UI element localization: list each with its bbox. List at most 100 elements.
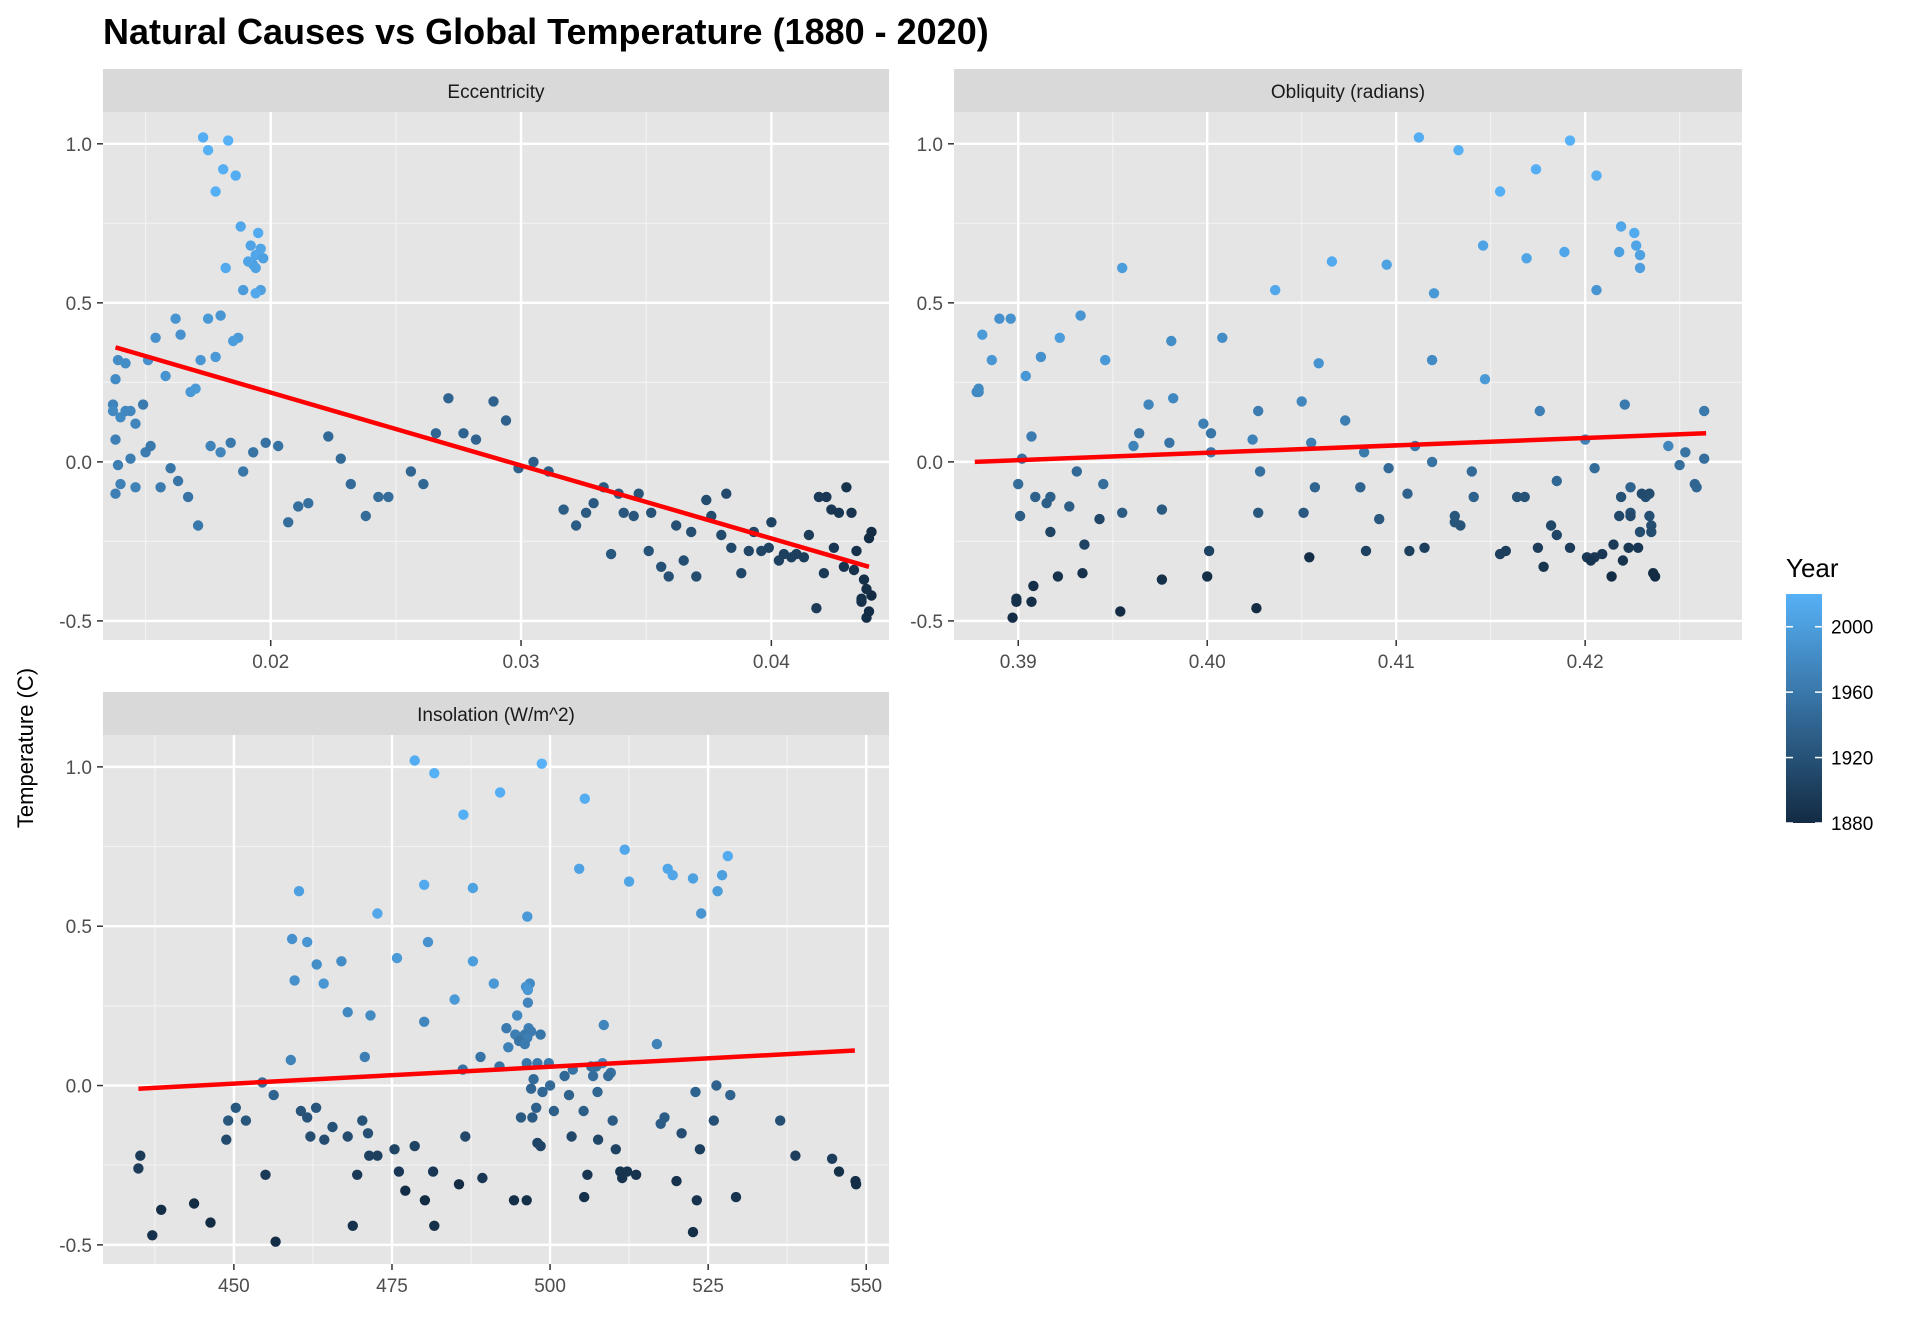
x-tick-label: 0.41	[1378, 652, 1415, 673]
data-point	[1538, 561, 1549, 572]
data-point	[813, 491, 825, 503]
data-point	[305, 1131, 316, 1142]
data-point	[135, 1150, 146, 1161]
data-point	[592, 1086, 603, 1098]
data-point	[1419, 542, 1430, 553]
data-point	[846, 507, 857, 518]
data-point	[1205, 428, 1217, 439]
data-point	[362, 1128, 374, 1139]
data-point	[861, 583, 872, 595]
data-point	[488, 978, 499, 989]
data-point	[580, 507, 592, 518]
data-point	[230, 170, 241, 181]
data-point	[1026, 596, 1037, 607]
gridlines-insolation	[103, 735, 889, 1264]
data-point	[1428, 288, 1440, 299]
data-point	[1413, 132, 1425, 143]
data-point	[250, 262, 261, 274]
data-point	[721, 488, 732, 499]
data-point	[405, 466, 417, 477]
data-point	[848, 564, 860, 576]
data-point	[365, 1010, 376, 1021]
data-point	[1298, 507, 1309, 518]
strip-insolation	[103, 692, 889, 735]
y-tick-label: -0.5	[910, 612, 943, 633]
data-point	[1589, 463, 1600, 474]
data-point	[1309, 482, 1321, 493]
data-point	[1128, 440, 1139, 452]
y-tick-label: 1.0	[66, 135, 92, 156]
data-point	[512, 1010, 523, 1021]
legend-title: Year	[1786, 553, 1839, 583]
data-point	[429, 1220, 440, 1232]
data-point	[1426, 456, 1438, 468]
data-point	[544, 1080, 556, 1091]
data-point	[488, 396, 499, 407]
data-point	[422, 936, 434, 948]
data-point	[1608, 539, 1619, 550]
data-point	[1680, 447, 1691, 458]
data-point	[188, 1198, 200, 1209]
panel-background-obliquity	[954, 112, 1742, 640]
data-point	[409, 755, 420, 766]
data-point	[730, 1191, 742, 1203]
data-point	[501, 1022, 512, 1034]
data-point	[449, 994, 460, 1005]
data-point	[522, 984, 534, 996]
data-point	[676, 1128, 687, 1139]
data-point	[736, 568, 747, 579]
data-point	[137, 399, 149, 410]
data-point	[1253, 507, 1264, 518]
data-point	[1564, 542, 1576, 553]
data-point	[172, 475, 184, 487]
data-point	[1404, 545, 1415, 557]
trend-line-insolation	[138, 1048, 855, 1091]
data-point	[1511, 491, 1523, 503]
data-point	[1156, 504, 1168, 515]
data-point	[535, 1029, 546, 1040]
data-point	[610, 1144, 621, 1155]
data-point	[570, 520, 582, 531]
data-point	[110, 488, 121, 499]
data-point	[528, 1074, 539, 1085]
data-point	[1168, 393, 1179, 404]
data-point	[525, 1083, 537, 1094]
points-obliquity	[971, 132, 1710, 623]
data-point	[1028, 580, 1039, 592]
data-point	[205, 1217, 216, 1228]
legend-tick-label: 1960	[1831, 683, 1873, 704]
data-point	[235, 221, 246, 232]
x-tick-label: 450	[218, 1276, 250, 1297]
data-point	[175, 329, 186, 340]
x-tick-label: 0.03	[503, 652, 540, 673]
data-point	[319, 1134, 330, 1145]
data-point	[270, 1236, 281, 1247]
data-point	[1326, 256, 1338, 267]
data-point	[1340, 415, 1351, 426]
data-point	[311, 959, 322, 970]
x-axis-insolation: 450 475 500 525 550	[218, 1264, 882, 1297]
data-point	[383, 491, 394, 503]
data-point	[1166, 335, 1177, 347]
data-point	[1623, 542, 1634, 553]
data-point	[223, 135, 234, 146]
data-point	[803, 529, 815, 541]
data-point	[1636, 488, 1648, 499]
data-point	[1597, 548, 1608, 560]
data-point	[559, 1070, 570, 1082]
y-tick-label: 0.5	[66, 917, 92, 938]
data-point	[1631, 240, 1642, 251]
data-point	[470, 434, 482, 445]
x-tick-label: 0.39	[1000, 652, 1037, 673]
data-point	[1358, 447, 1370, 458]
data-point	[687, 1226, 699, 1238]
data-point	[1494, 186, 1506, 197]
data-point	[716, 870, 728, 881]
data-point	[1360, 545, 1372, 557]
strip-eccentricity	[103, 69, 889, 112]
data-point	[430, 428, 442, 439]
data-point	[838, 561, 850, 572]
y-tick-label: 0.5	[917, 294, 943, 315]
y-axis-obliquity: -0.5 0.0 0.5 1.0	[910, 135, 954, 633]
